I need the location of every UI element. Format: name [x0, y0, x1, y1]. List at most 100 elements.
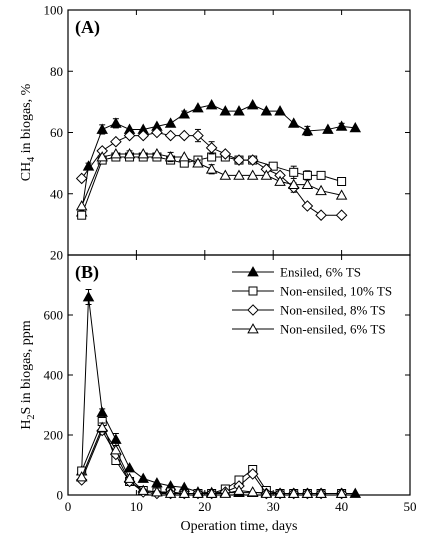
panel-b-series-4-point [110, 444, 122, 455]
panel-a-series-1-point [205, 99, 218, 110]
panel-b-series-4-point [219, 487, 232, 498]
legend-marker [247, 266, 259, 277]
panel-b-series-1-point [110, 433, 122, 444]
panel-b-series-4-point [287, 487, 300, 498]
panel-a-series-1-point [301, 125, 314, 136]
legend-marker [247, 304, 259, 316]
panel-a-series-3-point [137, 129, 150, 142]
legend-label: Non-ensiled, 8% TS [280, 303, 386, 318]
panel-b-x-tick-label: 10 [130, 499, 143, 514]
panel-b-x-tick-label: 50 [404, 499, 417, 514]
panel-a-series-1-point [96, 123, 108, 134]
panel-a-series-2-point [268, 161, 278, 171]
panel-a-series-1-line [81, 104, 356, 213]
panel-a-y-tick-label: 100 [44, 3, 64, 18]
panel-a-series-3-point [246, 154, 259, 166]
panel-b-series-4-point [96, 421, 108, 432]
panel-a-series-3-point [164, 129, 177, 142]
panel-a-series-3-point [151, 126, 163, 139]
legend-label: Ensiled, 6% TS [280, 265, 361, 280]
panel-b-x-axis-title: Operation time, days [180, 519, 297, 534]
panel-a-series-4-point [233, 169, 245, 180]
panel-b-series-2-line [81, 420, 342, 494]
panel-a-series-1-point [246, 99, 259, 110]
panel-b-series-4-point [335, 487, 348, 498]
panel-a-series-4-point [164, 151, 177, 162]
panel-a-series-1-point [287, 117, 300, 128]
panel-b-series-1-point [96, 406, 108, 417]
panel-b-series-4-line [81, 426, 342, 494]
panel-a-ch4: 20 40 60 80 100 (A) CH4 in biogas, % [19, 3, 411, 263]
panel-b-series-3-line [81, 429, 342, 494]
panel-a-series-1-point [274, 105, 286, 116]
panel-b-series-4-point [75, 471, 88, 482]
panel-b-series-1-point [137, 472, 149, 483]
panel-a-series-2-point [77, 210, 87, 220]
panel-b-series-4-point [301, 487, 314, 498]
panel-a-series-4-point [178, 151, 191, 162]
panel-a-series-4-point [315, 184, 327, 196]
panel-a-series-1-point [164, 117, 177, 128]
panel-a-y-tick-label: 40 [50, 186, 63, 201]
panel-a-series-2-point [302, 170, 312, 180]
panel-a-y-tick-label: 60 [50, 125, 63, 140]
panel-a-series-4 [75, 148, 348, 211]
panel-a-series-2-point [289, 167, 299, 177]
panel-b-series-1-point [123, 462, 136, 473]
panel-b-series-4-point [315, 487, 327, 498]
legend-marker [247, 323, 259, 334]
panel-a-series-3-point [315, 209, 327, 221]
panel-a-series-3-point [205, 142, 218, 154]
panel-a-series-4-point [274, 175, 286, 186]
panel-a-series-1-point [233, 105, 245, 116]
panel-a-series-4-point [123, 148, 136, 159]
panel-b-series-4-point [123, 472, 136, 483]
panel-b-y-tick-label: 0 [57, 488, 64, 503]
panel-a-series-4-point [205, 163, 218, 174]
panel-a-series-4-point [110, 148, 122, 159]
legend-label: Non-ensiled, 10% TS [280, 284, 392, 299]
panel-a-series-3-point [178, 129, 191, 142]
panel-b-series-4-point [260, 487, 273, 498]
panel-a-series-4-point [246, 169, 259, 180]
panel-a-series-1-point [178, 108, 191, 119]
panel-a-y-tick-label: 20 [50, 248, 63, 263]
legend: Ensiled, 6% TS Non-ensiled, 10% TS Non-ens… [232, 265, 392, 337]
panel-b-series-4-point [205, 487, 218, 498]
panel-a-series-2-point [316, 170, 326, 180]
panel-b-series-4-point [233, 484, 245, 495]
panel-b-series-1-point [82, 291, 95, 302]
panel-b-series-4-point [274, 487, 286, 498]
panel-a-y-axis-title: CH4 in biogas, % [19, 83, 37, 181]
panel-b-series-4 [75, 421, 348, 498]
panel-a-series-4-point [137, 148, 149, 159]
panel-a-series-4-point [151, 148, 163, 159]
panel-a-series-4-point [96, 151, 108, 162]
panel-a-series-3-point [219, 148, 232, 160]
panel-b-x-tick-label: 30 [267, 499, 280, 514]
panel-b-series-3-point [246, 468, 259, 480]
panel-a-series-3-point [123, 129, 136, 142]
panel-a-series-1-point [349, 121, 362, 133]
panel-a-series-1-point [192, 102, 204, 113]
panel-a-series-4-point [219, 169, 232, 180]
panel-a-series-1-point [335, 120, 348, 131]
panel-a-series-3-point [75, 172, 88, 185]
panel-b-x-tick-label: 0 [65, 499, 72, 514]
panel-b-x-tick-label: 40 [335, 499, 348, 514]
panel-a-series-4-point [301, 178, 314, 189]
legend-item: Non-ensiled, 10% TS [232, 284, 392, 299]
panel-a-series-1-point [110, 117, 122, 128]
panel-a-series-4-point [287, 178, 300, 189]
panel-a-y-tick-label: 80 [50, 64, 63, 79]
legend-marker [248, 286, 258, 296]
panel-a-series-4-point [75, 200, 88, 211]
panel-a-series-3-point [335, 209, 348, 221]
panel-b-y-tick-label: 200 [44, 428, 64, 443]
legend-item: Non-ensiled, 6% TS [232, 322, 386, 337]
panel-a-series-4-point [260, 169, 273, 180]
panel-a-series-4-point [192, 157, 204, 168]
panel-b-label: (B) [75, 262, 99, 283]
panel-a-series-3-point [301, 200, 314, 212]
